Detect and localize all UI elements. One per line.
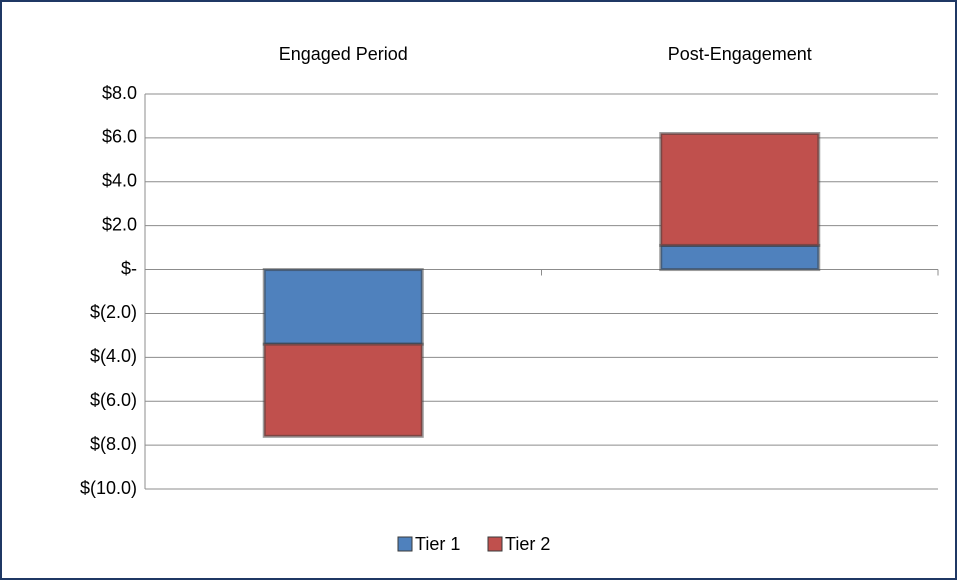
y-tick-label: $6.0: [102, 127, 137, 147]
legend-label: Tier 2: [505, 534, 550, 554]
y-tick-label: $2.0: [102, 214, 137, 234]
y-tick-label: $(2.0): [90, 302, 137, 322]
legend-swatch: [487, 536, 503, 552]
y-tick-label: $4.0: [102, 171, 137, 191]
y-tick-label: $(4.0): [90, 346, 137, 366]
y-tick-label: $(10.0): [80, 478, 137, 498]
bar-segment: [659, 132, 821, 247]
category-label: Engaged Period: [279, 44, 408, 64]
bar-segment: [262, 268, 424, 346]
bar-segment: [659, 243, 821, 272]
bar-segment: [262, 342, 424, 438]
y-tick-label: $(8.0): [90, 434, 137, 454]
y-tick-label: $-: [121, 258, 137, 278]
y-tick-label: $8.0: [102, 83, 137, 103]
legend-label: Tier 1: [415, 534, 460, 554]
y-tick-label: $(6.0): [90, 390, 137, 410]
legend-swatch: [397, 536, 413, 552]
category-label: Post-Engagement: [668, 44, 812, 64]
